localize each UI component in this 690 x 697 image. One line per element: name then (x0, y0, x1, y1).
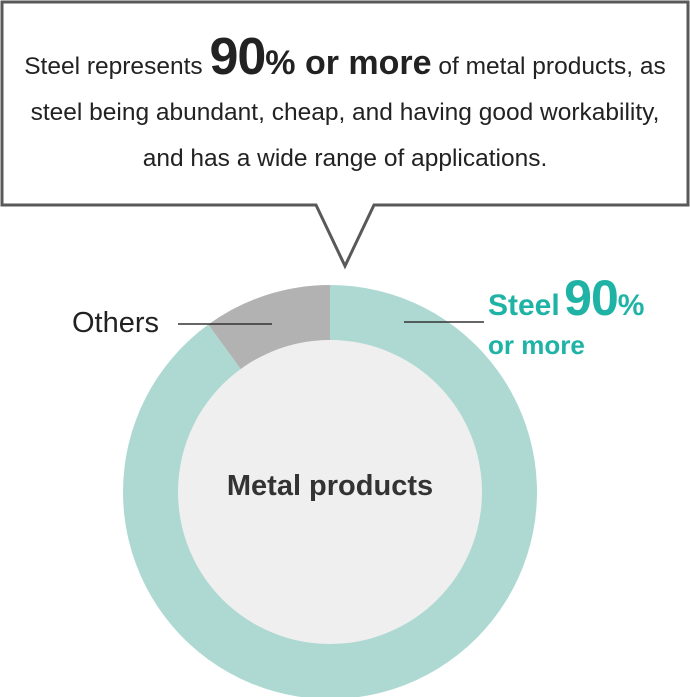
callout-highlight-rest: % or more (265, 44, 432, 82)
steel-label-line: Steel 90% (488, 273, 645, 333)
steel-label-value: 90 (564, 270, 619, 326)
callout-text: Steel represents 90% or more of metal pr… (12, 31, 678, 182)
steel-label-qualifier: or more (488, 330, 585, 360)
callout-highlight-value: 90 (209, 28, 266, 86)
steel-label-unit: % (617, 289, 645, 322)
steel-slice-label: Steel 90% or more (488, 273, 645, 360)
callout-text-after: of metal products, as steel being abunda… (30, 53, 666, 172)
callout-bubble (0, 0, 690, 270)
steel-label-name: Steel (488, 289, 560, 322)
others-slice-label: Others (72, 307, 160, 339)
callout-text-before: Steel represents (24, 53, 210, 80)
center-disc (178, 340, 482, 644)
donut-center-label: Metal products (226, 470, 434, 502)
